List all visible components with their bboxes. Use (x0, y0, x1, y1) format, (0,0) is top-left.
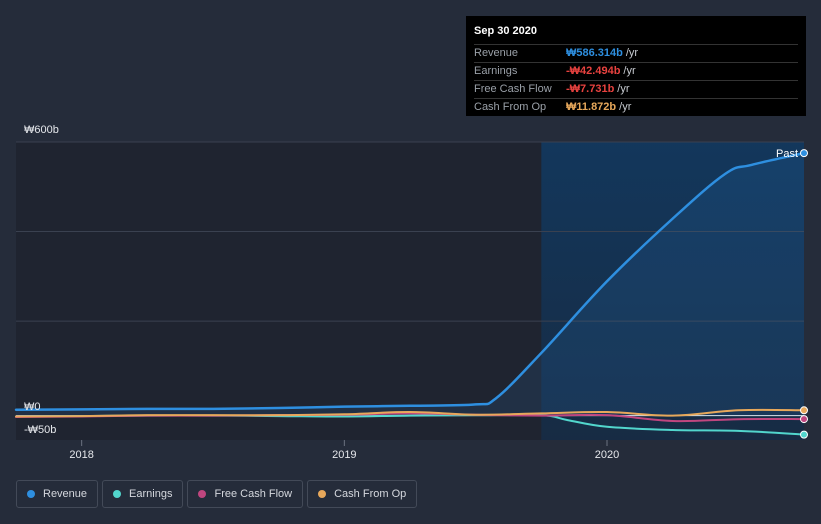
x-tick-label: 2019 (332, 449, 356, 461)
x-tick-label: 2018 (69, 449, 93, 461)
chart-legend: Revenue Earnings Free Cash Flow Cash Fro… (16, 480, 421, 508)
tooltip-date: Sep 30 2020 (474, 25, 537, 37)
x-tick-label: 2020 (595, 449, 619, 461)
tooltip-label: Free Cash Flow (474, 83, 552, 95)
revenue-line (14, 151, 806, 412)
tooltip-unit: /yr (625, 47, 639, 59)
legend-item-earnings[interactable]: Earnings (102, 480, 184, 508)
tooltip-value: ₩586.314b (566, 47, 623, 59)
tooltip-label: Revenue (474, 47, 519, 59)
past-label: Past (776, 148, 798, 160)
cash-from-op-endpoint (800, 406, 808, 415)
legend-dot-icon (27, 490, 35, 498)
tooltip-value: -₩42.494b (566, 65, 621, 77)
legend-dot-icon (318, 490, 327, 498)
cash-from-op-line (15, 408, 805, 418)
tooltip-row-cash-from-op: Cash From Op ₩11.872b /yr (474, 98, 798, 116)
legend-label: Revenue (43, 488, 88, 500)
legend-item-cash-from-op[interactable]: Cash From Op (307, 480, 418, 508)
revenue-endpoint (800, 149, 808, 158)
tooltip-row-earnings: Earnings -₩42.494b /yr (474, 62, 798, 80)
y-label-min: -₩50b (24, 424, 56, 436)
tooltip-row-revenue: Revenue ₩586.314b /yr (474, 44, 798, 62)
tooltip-value: -₩7.731b (566, 83, 615, 95)
tooltip-label: Cash From Op (474, 101, 547, 113)
legend-item-free-cash-flow[interactable]: Free Cash Flow (187, 480, 304, 508)
y-label-zero: ₩0 (24, 401, 41, 413)
legend-label: Free Cash Flow (214, 488, 293, 500)
tooltip-label: Earnings (474, 65, 518, 77)
earnings-endpoint (800, 430, 808, 439)
tooltip-row-free-cash-flow: Free Cash Flow -₩7.731b /yr (474, 80, 798, 98)
revenue-area (16, 153, 804, 416)
legend-item-revenue[interactable]: Revenue (16, 480, 99, 508)
legend-dot-icon (198, 490, 207, 498)
data-tooltip: Sep 30 2020 Revenue ₩586.314b /yr Earnin… (466, 16, 806, 116)
legend-dot-icon (113, 490, 122, 498)
past-period-band (541, 142, 804, 440)
tooltip-unit: /yr (617, 83, 630, 95)
tooltip-value: ₩11.872b (566, 101, 617, 113)
free-cash-flow-endpoint (800, 415, 808, 424)
tooltip-unit: /yr (619, 101, 632, 113)
tooltip-unit: /yr (623, 65, 636, 77)
legend-label: Cash From Op (334, 488, 407, 500)
y-label-max: ₩600b (24, 124, 59, 136)
legend-label: Earnings (129, 488, 173, 500)
